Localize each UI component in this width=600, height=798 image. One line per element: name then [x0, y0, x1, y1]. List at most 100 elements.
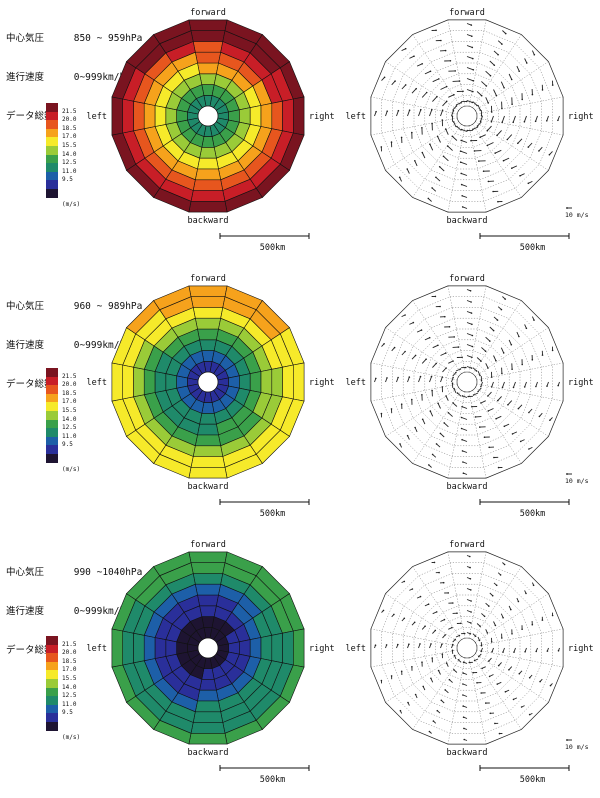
legend-swatch	[46, 653, 58, 663]
vector-head	[472, 80, 475, 82]
vector-head	[533, 319, 535, 321]
heatmap-cell	[199, 339, 217, 351]
vector-head	[469, 290, 472, 292]
heatmap-cell	[111, 96, 123, 136]
vector-head	[493, 64, 496, 66]
vector-head	[487, 410, 490, 412]
legend-swatch	[46, 687, 58, 697]
vector-head	[472, 128, 474, 131]
grid-spoke	[472, 124, 522, 198]
vector-head	[474, 635, 477, 637]
legend-tick-label: 14.0	[62, 150, 77, 158]
vector-head	[479, 426, 481, 428]
vector-head	[517, 142, 519, 145]
heatmap-cell	[188, 19, 228, 32]
grid-spoke	[385, 121, 459, 171]
legend-swatch	[46, 163, 58, 173]
heatmap-cell	[188, 551, 228, 564]
heatmap-cell	[292, 628, 305, 668]
vector-head	[461, 195, 464, 197]
vector-head	[429, 410, 432, 412]
vector-head	[480, 650, 483, 653]
vector-head	[421, 63, 424, 65]
wind-vector	[472, 101, 478, 106]
vector-head	[513, 651, 515, 653]
vector-head	[495, 359, 497, 362]
pressure-range: 850 ~ 959hPa	[73, 33, 143, 44]
legend-tick-label: 11.0	[62, 432, 77, 440]
vector-scale-label: 10 m/s	[565, 477, 589, 485]
panel-3: 中心気圧 990 ~1040hPa 進行速度 0~999km/h データ総数57…	[0, 532, 600, 798]
vector-head	[541, 89, 544, 91]
vector-head	[380, 679, 383, 682]
legend-tick-label: 21.5	[62, 107, 77, 115]
grid-ring	[392, 41, 542, 191]
vector-head	[457, 659, 460, 661]
vector-head	[490, 111, 493, 113]
wind-vector	[466, 100, 473, 103]
vector-head	[502, 352, 505, 354]
heatmap-cell	[122, 630, 134, 666]
vector-head	[503, 563, 506, 566]
wind-vector	[440, 86, 447, 90]
heatmap-cell	[249, 105, 262, 127]
vector-head	[451, 135, 454, 138]
legend-tick-label: 21.5	[62, 372, 77, 380]
heatmap-cell	[122, 364, 134, 400]
vector-head	[487, 102, 490, 104]
vector-head	[441, 109, 444, 111]
vector-head	[451, 626, 453, 629]
vector-head	[496, 683, 499, 685]
vector-head	[383, 76, 386, 79]
vector-head	[446, 145, 449, 147]
legend-tick-label: 14.0	[62, 415, 77, 423]
vector-head	[518, 335, 520, 338]
heatmap-cell	[199, 679, 217, 691]
legend-swatch	[46, 722, 58, 731]
vector-head	[375, 377, 377, 380]
heatmap-cell	[133, 100, 145, 132]
legend-tick-label: 12.5	[62, 424, 77, 432]
wind-vector	[391, 80, 396, 86]
legend-tick-label: 14.0	[62, 683, 77, 691]
vector-head	[445, 100, 448, 103]
wind-vector	[411, 88, 417, 94]
grid-spoke	[475, 61, 549, 111]
vector-scale-head	[566, 739, 568, 741]
heatmap-polar	[111, 551, 305, 745]
pressure-range: 960 ~ 989hPa	[73, 301, 143, 312]
heatmap-cell	[165, 639, 177, 657]
legend-swatch	[46, 411, 58, 420]
vector-head	[419, 375, 422, 378]
label-left: left	[346, 112, 366, 122]
label-left: left	[346, 644, 366, 654]
vector-head	[437, 669, 440, 672]
vector-head	[491, 594, 494, 597]
wind-vector	[460, 161, 468, 165]
grid-ring	[381, 562, 553, 734]
vector-head	[497, 664, 500, 667]
vector-head	[437, 402, 439, 405]
grid-spoke	[468, 19, 487, 107]
vector-head	[518, 70, 520, 72]
wind-vector	[461, 184, 468, 187]
vector-head	[461, 405, 463, 408]
heatmap-cell	[197, 157, 219, 170]
wind-vector	[517, 138, 523, 144]
heatmap-cell	[282, 364, 294, 400]
distance-scale-label: 500km	[260, 775, 286, 785]
wind-vector	[504, 423, 510, 427]
vector-head	[485, 702, 487, 704]
vector-head	[548, 153, 551, 156]
legend-swatch	[46, 436, 58, 446]
vector-head	[404, 84, 407, 86]
wind-vector	[414, 427, 418, 433]
wind-vector	[462, 195, 468, 198]
vector-head	[471, 345, 474, 348]
heatmap-cell	[190, 190, 226, 202]
heatmap-cell	[199, 73, 217, 85]
vector-head	[488, 446, 491, 449]
vector-head	[470, 589, 472, 591]
vector-head	[528, 411, 530, 414]
vector-head	[495, 417, 497, 420]
